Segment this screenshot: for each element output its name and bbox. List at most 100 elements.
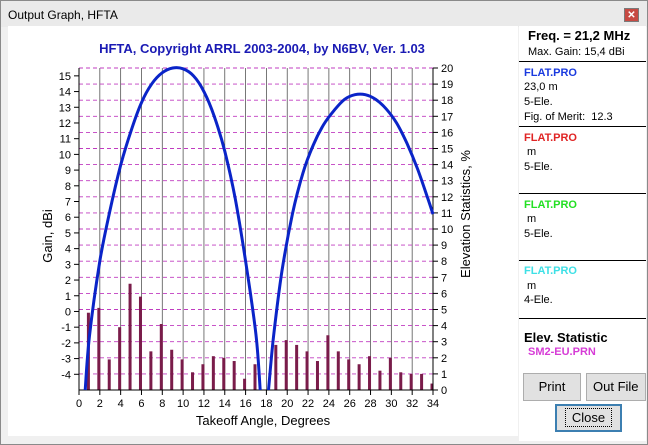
y-right-tick-label: 10 (441, 224, 453, 236)
gain-series-line (83, 66, 435, 391)
elevation-bar (420, 373, 424, 390)
title-bar: Output Graph, HFTA ✕ (1, 1, 647, 27)
window-title: Output Graph, HFTA (8, 8, 118, 22)
y-left-tick-label: 14 (59, 87, 71, 99)
elevation-bar (305, 351, 309, 390)
right-panel (519, 26, 646, 441)
elevation-bar (274, 344, 278, 390)
antenna-file: FLAT.PRO (524, 67, 577, 79)
elevation-bar (128, 283, 132, 390)
y-left-tick-label: 10 (59, 149, 71, 161)
y-right-tick-label: 8 (441, 256, 447, 268)
y-right-tick-label: 1 (441, 369, 447, 381)
x-tick-label: 20 (281, 398, 293, 410)
elevation-bar (180, 359, 184, 390)
frequency-label: Freq. = 21,2 MHz (528, 28, 631, 43)
y-right-axis-label: Elevation Statistics, % (458, 150, 473, 278)
y-left-tick-label: -4 (61, 369, 71, 381)
y-right-tick-label: 17 (441, 111, 453, 123)
y-left-tick-label: 8 (65, 181, 71, 193)
y-left-tick-label: 3 (65, 259, 71, 271)
antenna-type: 4-Ele. (524, 294, 553, 306)
max-gain-label: Max. Gain: 15,4 dBi (528, 46, 625, 58)
close-button[interactable]: Close (555, 404, 622, 432)
elevation-bar (253, 364, 257, 390)
close-button-label: Close (564, 408, 613, 427)
elevation-bar (211, 356, 215, 390)
y-left-tick-label: 13 (59, 102, 71, 114)
antenna-file: FLAT.PRO (524, 132, 577, 144)
x-tick-label: 34 (427, 398, 439, 410)
x-tick-label: 4 (118, 398, 124, 410)
antenna-file: FLAT.PRO (524, 265, 577, 277)
antenna-height: 23,0 m (524, 81, 558, 93)
elevation-bar (315, 361, 319, 390)
x-tick-label: 2 (97, 398, 103, 410)
elevation-bar (295, 344, 299, 390)
y-right-tick-label: 15 (441, 144, 453, 156)
antenna-height: m (524, 280, 537, 292)
separator (519, 61, 646, 62)
y-left-tick-label: 1 (65, 291, 71, 303)
antenna-type: 5-Ele. (524, 96, 553, 108)
separator (519, 260, 646, 261)
y-right-tick-label: 5 (441, 305, 447, 317)
separator (519, 193, 646, 194)
antenna-type: 5-Ele. (524, 228, 553, 240)
y-right-tick-label: 11 (441, 208, 452, 220)
figure-of-merit: Fig. of Merit: 12.3 (524, 111, 613, 123)
x-tick-label: 16 (239, 398, 251, 410)
y-right-tick-label: 18 (441, 95, 453, 107)
elevation-bar (107, 359, 111, 390)
y-right-tick-label: 9 (441, 240, 447, 252)
chart-title: HFTA, Copyright ARRL 2003-2004, by N6BV,… (99, 41, 425, 56)
x-tick-label: 30 (385, 398, 397, 410)
y-left-tick-label: 6 (65, 212, 71, 224)
elevation-bar (159, 323, 163, 390)
print-button[interactable]: Print (523, 373, 581, 401)
x-tick-label: 22 (302, 398, 314, 410)
y-right-tick-label: 7 (441, 272, 447, 284)
x-tick-label: 24 (323, 398, 335, 410)
separator (519, 126, 646, 127)
x-tick-label: 8 (159, 398, 165, 410)
antenna-height: m (524, 213, 537, 225)
elevation-bar (243, 378, 247, 390)
elevation-bar (170, 349, 174, 390)
x-tick-label: 6 (138, 398, 144, 410)
y-left-tick-label: 4 (65, 244, 71, 256)
y-right-tick-label: 3 (441, 337, 447, 349)
antenna-type: 5-Ele. (524, 161, 553, 173)
y-right-tick-label: 0 (441, 385, 447, 397)
y-left-tick-label: 9 (65, 165, 71, 177)
y-left-tick-label: 2 (65, 275, 71, 287)
elevation-bar (149, 351, 153, 390)
y-right-tick-label: 13 (441, 176, 453, 188)
x-tick-label: 26 (344, 398, 356, 410)
close-icon[interactable]: ✕ (624, 8, 639, 22)
elevation-bar (409, 373, 413, 390)
y-left-tick-label: 5 (65, 228, 71, 240)
y-right-tick-label: 14 (441, 160, 453, 172)
elevation-bar (347, 359, 351, 390)
x-axis-label: Takeoff Angle, Degrees (196, 413, 331, 428)
elevation-bar (399, 372, 403, 390)
elevation-bar (201, 364, 205, 390)
out-file-button[interactable]: Out File (586, 373, 646, 401)
y-left-axis-label: Gain, dBi (40, 209, 55, 263)
elevation-bar (138, 296, 142, 390)
y-left-tick-label: 11 (60, 134, 71, 146)
y-left-tick-label: -1 (61, 322, 71, 334)
y-right-tick-label: 6 (441, 288, 447, 300)
y-right-tick-label: 16 (441, 127, 453, 139)
antenna-height: m (524, 146, 537, 158)
y-left-tick-label: 0 (65, 306, 71, 318)
elevation-bar (430, 383, 434, 390)
elevation-bar (222, 357, 226, 390)
x-tick-label: 18 (260, 398, 272, 410)
x-tick-label: 32 (406, 398, 418, 410)
elevation-bar (378, 370, 382, 390)
elevation-bar (368, 356, 372, 390)
x-tick-label: 12 (198, 398, 210, 410)
